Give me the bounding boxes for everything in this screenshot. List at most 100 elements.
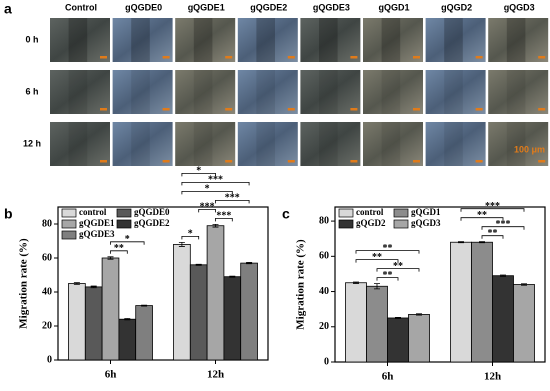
wound-gap xyxy=(256,18,275,62)
plot-frame xyxy=(57,206,269,361)
row-label: 12 h xyxy=(23,138,41,148)
wound-gap xyxy=(68,122,88,166)
significance-label: * xyxy=(205,184,210,195)
y-tick-label: 40 xyxy=(319,286,329,297)
error-bar xyxy=(107,256,114,260)
legend-label: gQGD2 xyxy=(356,218,386,228)
row-label: 0 h xyxy=(25,34,38,44)
panel-label: b xyxy=(4,206,13,222)
column-header: gQGD3 xyxy=(504,2,535,12)
micrograph xyxy=(363,18,423,62)
micrograph xyxy=(363,122,423,166)
significance-bracket xyxy=(110,250,128,254)
legend-swatch xyxy=(116,208,132,218)
significance-label: ** xyxy=(477,210,487,221)
column-header: Control xyxy=(65,2,97,12)
micrograph xyxy=(363,70,423,114)
significance-label: ** xyxy=(393,261,403,272)
legend-swatch xyxy=(338,208,354,218)
scale-bar xyxy=(287,160,295,163)
legend-label: gQGDE0 xyxy=(134,207,170,217)
significance-label: *** xyxy=(485,201,500,212)
legend-label: gQGDE2 xyxy=(134,218,170,228)
significance-bracket xyxy=(181,235,200,240)
significance-label: * xyxy=(188,229,193,240)
significance-label: ** xyxy=(114,243,124,254)
y-axis-label: Migration rate (%) xyxy=(295,239,307,330)
micrograph xyxy=(50,122,110,166)
significance-label: *** xyxy=(208,175,223,186)
significance-bracket xyxy=(376,268,420,272)
scale-bar xyxy=(287,108,295,111)
legend-label: control xyxy=(79,207,107,217)
scale-bar xyxy=(162,108,170,111)
bar xyxy=(223,276,242,361)
y-tick-label: 0 xyxy=(324,356,329,367)
scale-bar xyxy=(225,56,233,59)
micrograph xyxy=(237,18,298,62)
column-header: gQGD2 xyxy=(441,2,472,12)
wound-gap xyxy=(193,70,213,114)
significance-bracket xyxy=(481,235,504,239)
bar xyxy=(471,241,493,363)
micrograph xyxy=(300,122,361,166)
significance-label: * xyxy=(196,166,201,177)
scale-bar xyxy=(475,56,483,59)
significance-bracket xyxy=(198,208,216,213)
significance-bracket xyxy=(215,199,250,204)
legend-swatch xyxy=(116,219,132,229)
error-bar xyxy=(212,223,219,228)
significance-bracket xyxy=(481,226,525,230)
wound-gap xyxy=(381,18,401,62)
y-tick-label: 20 xyxy=(319,321,329,332)
x-tick-label: 12h xyxy=(484,371,501,383)
scale-bar xyxy=(538,160,546,163)
significance-bracket xyxy=(181,172,216,177)
wound-gap xyxy=(381,70,401,114)
legend-label: gQGDE1 xyxy=(79,218,115,228)
legend-swatch xyxy=(393,219,409,229)
legend-swatch xyxy=(61,230,77,240)
micrograph xyxy=(175,70,236,114)
error-bar xyxy=(124,318,131,321)
error-bar xyxy=(374,283,380,290)
column-header: gQGD1 xyxy=(378,2,409,12)
bar xyxy=(84,286,103,361)
scale-bar xyxy=(225,108,233,111)
wound-gap xyxy=(444,18,463,62)
micrograph xyxy=(300,18,361,62)
scale-bar xyxy=(538,108,546,111)
significance-label: *** xyxy=(200,202,215,213)
micrograph xyxy=(112,122,173,166)
significance-bracket xyxy=(110,241,145,245)
scale-bar xyxy=(413,108,420,111)
bar xyxy=(408,314,430,363)
y-tick-label: 80 xyxy=(319,215,329,226)
micrograph xyxy=(50,18,110,62)
micrograph xyxy=(425,122,486,166)
significance-label: *** xyxy=(216,211,231,222)
error-bar xyxy=(178,241,185,247)
x-tick-label: 6h xyxy=(105,369,117,381)
y-tick-label: 60 xyxy=(319,251,329,262)
wound-gap xyxy=(131,70,150,114)
bar xyxy=(492,275,514,363)
significance-bracket xyxy=(181,181,250,186)
wound-gap xyxy=(319,70,338,114)
error-bar xyxy=(195,263,202,266)
wound-gap xyxy=(68,18,88,62)
bar xyxy=(240,262,258,361)
scale-bar xyxy=(475,160,483,163)
significance-label: ** xyxy=(372,252,382,263)
legend-label: control xyxy=(356,207,384,217)
wound-gap xyxy=(444,122,463,166)
error-bar xyxy=(73,282,80,285)
wound-gap xyxy=(256,70,275,114)
significance-bracket xyxy=(460,217,504,221)
micrograph xyxy=(237,70,298,114)
scale-bar xyxy=(287,56,295,59)
micrograph xyxy=(175,122,236,166)
error-bar xyxy=(246,262,253,265)
column-header: gQGDE2 xyxy=(250,2,287,12)
wound-gap xyxy=(319,18,338,62)
